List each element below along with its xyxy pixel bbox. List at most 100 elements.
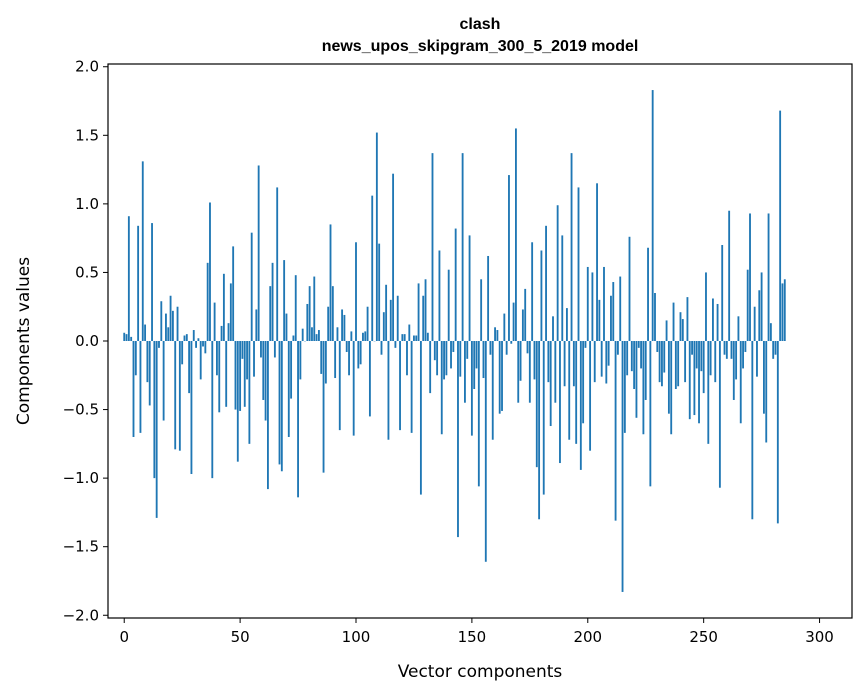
bar	[765, 341, 768, 443]
bar	[515, 128, 517, 341]
bar	[470, 341, 473, 436]
bar	[616, 341, 619, 355]
bar	[431, 153, 434, 341]
bar	[533, 341, 536, 380]
bar	[368, 341, 371, 417]
bar	[626, 341, 629, 376]
bar	[656, 341, 659, 352]
bar	[440, 341, 443, 435]
bar	[542, 341, 545, 495]
bar	[779, 110, 782, 342]
bar	[299, 341, 302, 380]
bar	[598, 299, 601, 341]
bar	[320, 341, 323, 374]
bar	[341, 309, 344, 341]
bar	[672, 302, 675, 341]
bar	[776, 341, 779, 524]
bar	[559, 341, 561, 464]
bar	[554, 341, 557, 403]
bar	[380, 341, 383, 355]
bar	[605, 341, 608, 384]
bar	[424, 279, 427, 341]
bar	[392, 173, 395, 341]
bar	[510, 341, 513, 344]
bar	[343, 314, 346, 341]
bar	[345, 341, 348, 352]
bar	[475, 341, 478, 369]
x-tick-label: 0	[119, 628, 129, 646]
bar	[127, 216, 130, 341]
bar	[739, 341, 742, 424]
bar	[774, 341, 777, 355]
bar	[751, 341, 754, 520]
bar	[635, 341, 638, 418]
bar	[426, 332, 429, 341]
bar	[396, 295, 399, 341]
bar	[700, 341, 703, 372]
bar	[781, 283, 784, 341]
bar	[637, 341, 640, 348]
bar	[489, 341, 492, 355]
bar	[306, 303, 309, 341]
bar	[519, 341, 522, 381]
bar	[213, 302, 216, 341]
bar	[248, 341, 251, 444]
bar	[406, 341, 408, 376]
bar	[498, 341, 501, 414]
bar	[695, 341, 698, 369]
bar	[134, 341, 137, 376]
bar	[222, 273, 225, 341]
bar	[436, 341, 439, 376]
bar	[730, 341, 733, 359]
bar	[331, 286, 334, 341]
bar	[663, 341, 666, 373]
bar	[447, 269, 450, 341]
bar	[684, 341, 687, 383]
bar	[315, 334, 318, 341]
bar	[693, 341, 696, 416]
bar	[688, 341, 691, 420]
bar	[137, 225, 140, 341]
bar	[549, 341, 552, 427]
bar	[658, 341, 661, 383]
bar	[649, 341, 652, 487]
bar	[130, 336, 133, 341]
x-tick-label: 150	[458, 628, 487, 646]
bar	[568, 341, 571, 440]
bar	[531, 242, 534, 341]
bar	[737, 316, 740, 341]
bar	[452, 341, 455, 352]
chart-subtitle: news_upos_skipgram_300_5_2019 model	[322, 38, 639, 55]
bar	[591, 272, 594, 341]
y-tick-label: 1.5	[75, 126, 99, 144]
bar	[255, 309, 258, 341]
bar	[324, 341, 327, 384]
bar	[524, 288, 527, 341]
bar	[294, 275, 297, 341]
bar	[181, 341, 184, 365]
bar	[651, 90, 654, 341]
bar	[482, 341, 485, 379]
bar	[670, 341, 673, 435]
bar	[621, 341, 624, 592]
bar	[433, 341, 436, 361]
bar	[271, 262, 274, 341]
bar	[667, 341, 670, 414]
bar	[505, 341, 508, 355]
bar	[276, 187, 279, 341]
bar	[206, 262, 209, 341]
bar	[269, 286, 272, 341]
bar	[767, 213, 770, 341]
x-tick-label: 50	[231, 628, 250, 646]
bar	[141, 161, 144, 341]
bar	[169, 295, 172, 341]
bar	[603, 266, 605, 341]
bar	[491, 341, 494, 440]
bar	[702, 341, 705, 394]
bar	[336, 327, 339, 341]
bar	[389, 299, 392, 341]
y-tick-label: 2.0	[75, 58, 99, 76]
bar	[241, 341, 244, 359]
bar	[681, 319, 684, 341]
bar	[399, 341, 401, 431]
